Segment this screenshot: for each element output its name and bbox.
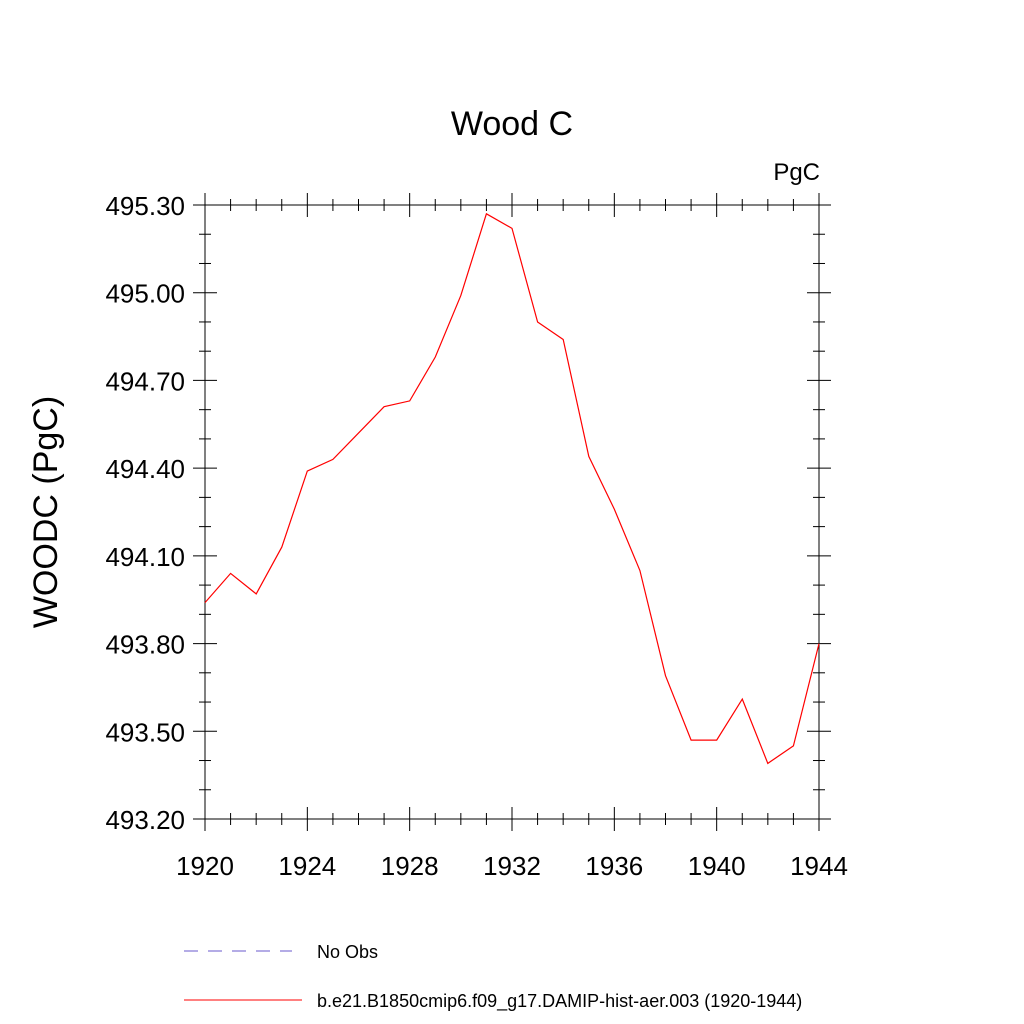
x-tick-label: 1928 xyxy=(381,851,439,881)
series-layer xyxy=(204,212,820,765)
chart-title: Wood C xyxy=(451,105,573,143)
y-tick-label: 494.40 xyxy=(105,454,185,484)
y-axis-ticks: 493.20 493.50 493.80 494.10 494.40 494.70 495.… xyxy=(105,191,831,835)
y-tick-label: 493.50 xyxy=(105,717,185,747)
y-tick-label: 493.80 xyxy=(105,630,185,660)
x-axis-ticks: 1920 1924 1928 1932 1936 1940 1944 xyxy=(176,193,848,881)
x-tick-label: 1932 xyxy=(483,851,541,881)
x-tick-label: 1924 xyxy=(278,851,336,881)
y-tick-label: 494.10 xyxy=(105,542,185,572)
y-tick-label: 495.00 xyxy=(105,279,185,309)
y-axis-label: WOODC (PgC) xyxy=(27,396,65,628)
y-tick-label: 494.70 xyxy=(105,366,185,396)
y-tick-label: 495.30 xyxy=(105,191,185,221)
x-tick-label: 1944 xyxy=(790,851,848,881)
plot-frame xyxy=(204,204,820,820)
y-tick-label: 493.20 xyxy=(105,805,185,835)
legend: No Obs b.e21.B1850cmip6.f09_g17.DAMIP-his… xyxy=(184,942,802,1012)
x-tick-label: 1920 xyxy=(176,851,234,881)
legend-label: b.e21.B1850cmip6.f09_g17.DAMIP-hist-aer.… xyxy=(317,991,802,1012)
x-tick-label: 1940 xyxy=(688,851,746,881)
series-line xyxy=(204,212,820,765)
x-tick-label: 1936 xyxy=(585,851,643,881)
legend-label: No Obs xyxy=(317,942,378,962)
units-label: PgC xyxy=(773,159,820,186)
